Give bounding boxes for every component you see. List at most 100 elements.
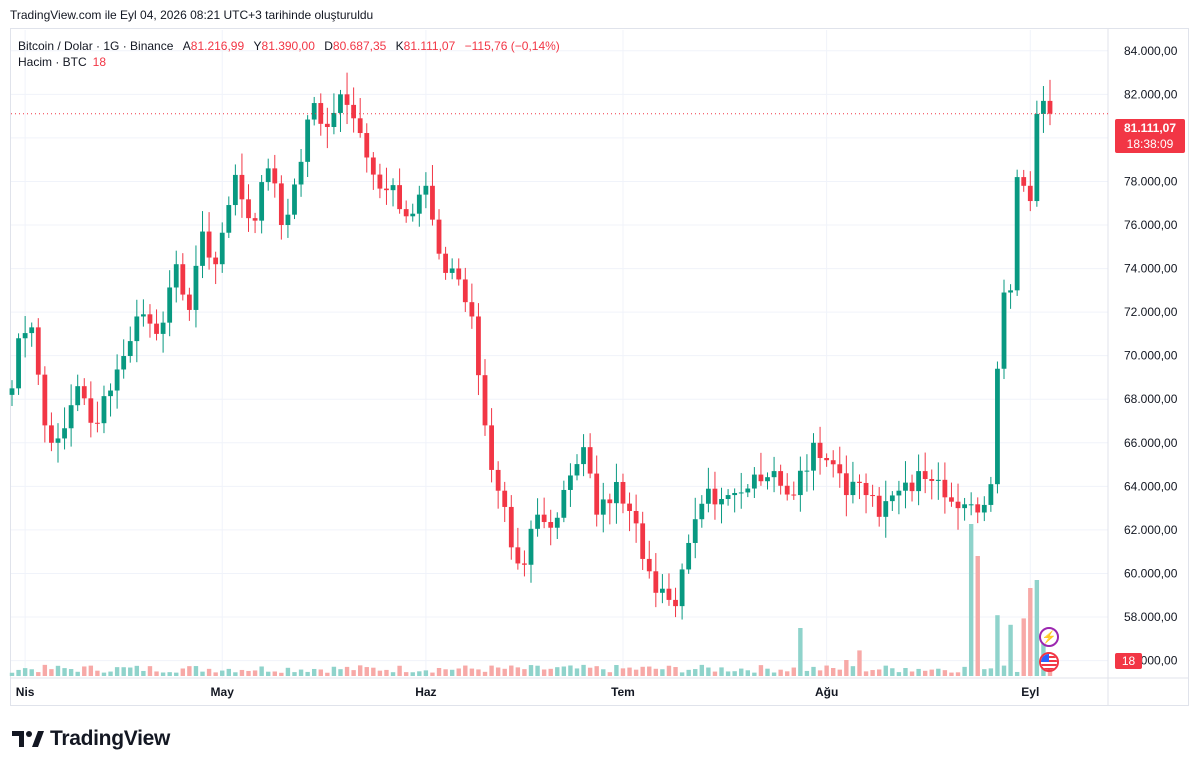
y-axis-tick: 68.000,00 (1124, 392, 1178, 406)
volume-bar (114, 667, 120, 676)
volume-label[interactable]: Hacim · BTC (18, 55, 87, 69)
volume-bar (962, 666, 967, 676)
volume-bar (574, 668, 580, 676)
candle-body (364, 133, 370, 158)
y-axis-tick: 62.000,00 (1124, 523, 1178, 537)
candle-body (765, 477, 770, 482)
volume-bar (456, 668, 461, 676)
volume-bar (949, 672, 954, 676)
candle-body (837, 464, 843, 474)
volume-bar (725, 671, 731, 676)
candle-body (430, 185, 435, 220)
candle-body (1041, 100, 1046, 114)
volume-bar (522, 669, 527, 676)
candle-body (384, 188, 389, 191)
volume-bar (515, 667, 521, 676)
candle-body (443, 253, 448, 273)
volume-bar (502, 668, 507, 676)
candle-body (239, 174, 245, 200)
volume-bar (206, 668, 212, 676)
volume-bar (824, 665, 829, 676)
candle-body (646, 558, 652, 572)
candle-body (988, 484, 994, 505)
volume-bar (390, 672, 396, 676)
chart-frame[interactable] (10, 28, 1189, 706)
candle-body (81, 386, 87, 399)
candle-body (817, 442, 823, 459)
candle-body (804, 470, 810, 472)
candle-body (476, 316, 481, 376)
volume-bar (318, 669, 323, 676)
volume-bar (647, 666, 652, 676)
candle-body (909, 482, 915, 492)
candle-body (42, 374, 48, 426)
candle-body (305, 119, 311, 162)
candle-body (673, 599, 678, 607)
volume-bar (988, 668, 994, 676)
x-axis-tick: Tem (611, 685, 635, 699)
candle-body (88, 398, 94, 423)
change-value: −115,76 (−0,14%) (464, 39, 560, 53)
volume-bar (351, 670, 356, 676)
volume-bar (62, 668, 67, 676)
candle-body (489, 425, 494, 470)
volume-bar (1034, 580, 1040, 676)
flash-event-icon[interactable]: ⚡ (1039, 627, 1059, 647)
candle-body (738, 492, 744, 494)
candle-body (666, 588, 672, 600)
volume-bar (128, 667, 133, 676)
x-axis-tick: Ağu (815, 685, 838, 699)
volume-bar (233, 672, 238, 676)
candle-body (173, 264, 179, 288)
candle-body (1008, 290, 1013, 293)
candle-body (935, 479, 941, 481)
volume-bar (640, 666, 645, 676)
volume-bar (541, 669, 547, 676)
candle-body (548, 522, 554, 528)
volume-bar (252, 670, 258, 676)
candle-body (916, 471, 922, 492)
last-price: 81.111,07 (1123, 121, 1177, 135)
open-value: 81.216,99 (190, 39, 245, 53)
candle-body (751, 474, 757, 489)
volume-bar (929, 669, 934, 676)
x-axis-tick: Eyl (1021, 685, 1039, 699)
us-flag-event-icon[interactable] (1039, 652, 1059, 672)
candle-body (278, 183, 284, 226)
volume-bar (1014, 671, 1020, 676)
volume-bar (831, 668, 836, 676)
volume-bar (745, 670, 750, 676)
volume-bar (778, 669, 783, 676)
candle-body (9, 388, 15, 395)
candle-body (147, 314, 153, 324)
volume-bar (193, 666, 199, 676)
volume-bar (811, 666, 816, 676)
candle-body (725, 495, 731, 499)
volume-bar (167, 672, 172, 676)
candle-body (226, 205, 232, 233)
volume-bar (489, 665, 494, 676)
symbol-title[interactable]: Bitcoin / Dolar · 1G · Binance (18, 39, 174, 53)
volume-bar (607, 672, 613, 676)
candle-body (1001, 292, 1007, 369)
candle-body (955, 501, 961, 509)
volume-bar (719, 667, 724, 676)
volume-bar (922, 670, 928, 676)
candle-body (653, 571, 659, 593)
volume-bar (423, 670, 429, 676)
candle-body (876, 495, 882, 517)
candle-body (357, 118, 363, 134)
candle-body (16, 338, 21, 389)
candle-body (561, 489, 567, 518)
candle-body (29, 327, 35, 334)
volume-bar (95, 670, 100, 676)
candle-body (22, 333, 28, 339)
volume-bar (509, 665, 514, 676)
candle-body (397, 185, 403, 210)
y-axis-tick: 60.000,00 (1124, 566, 1178, 580)
volume-bar (9, 672, 15, 676)
volume-bar (22, 668, 28, 676)
candle-body (338, 94, 343, 113)
candle-body (456, 268, 462, 280)
